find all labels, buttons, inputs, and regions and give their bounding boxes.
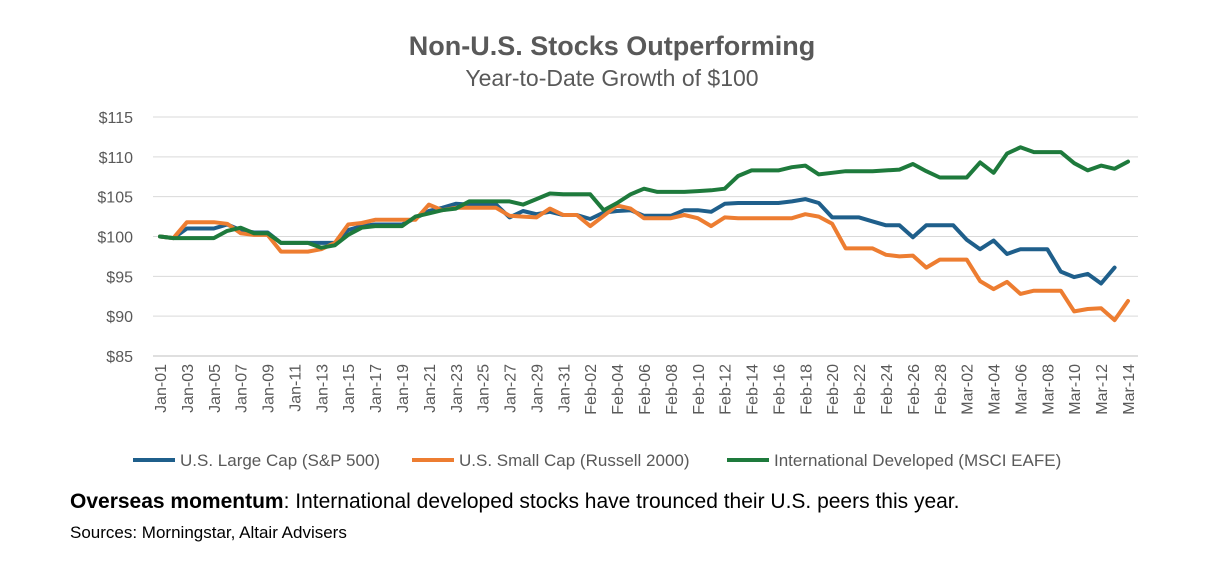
caption-bold: Overseas momentum bbox=[70, 490, 284, 513]
x-tick-label: Feb-10 bbox=[691, 364, 708, 415]
series-line-2 bbox=[158, 202, 1130, 323]
caption: Overseas momentum: International develop… bbox=[70, 490, 959, 514]
x-tick-label: Mar-08 bbox=[1040, 364, 1057, 415]
y-tick-label: $85 bbox=[106, 349, 133, 366]
chart: Non-U.S. Stocks Outperforming Year-to-Da… bbox=[97, 31, 1138, 470]
x-tick-label: Jan-19 bbox=[395, 364, 412, 413]
x-tick-label: Jan-25 bbox=[476, 364, 493, 413]
x-tick-label: Jan-29 bbox=[529, 364, 546, 413]
x-tick-label: Feb-28 bbox=[933, 364, 950, 415]
x-tick-label: Jan-03 bbox=[180, 364, 197, 413]
y-tick-label: $95 bbox=[106, 269, 133, 286]
x-tick-label: Jan-07 bbox=[234, 364, 251, 413]
chart-title: Non-U.S. Stocks Outperforming bbox=[409, 31, 816, 61]
x-tick-label: Feb-26 bbox=[906, 364, 923, 415]
x-tick-label: Mar-10 bbox=[1067, 364, 1084, 415]
y-tick-label: $115 bbox=[99, 110, 134, 127]
x-tick-label: Jan-11 bbox=[287, 364, 304, 412]
x-tick-label: Feb-22 bbox=[852, 364, 869, 415]
source-note: Sources: Morningstar, Altair Advisers bbox=[70, 523, 347, 542]
legend-label-2: U.S. Small Cap (Russell 2000) bbox=[459, 451, 690, 470]
x-tick-label: Jan-13 bbox=[314, 364, 331, 413]
x-tick-label: Mar-02 bbox=[960, 364, 977, 415]
x-tick-label: Feb-08 bbox=[664, 364, 681, 415]
y-axis: $85 $90 $95 $100 $105 $110 $115 bbox=[97, 110, 133, 366]
legend-label-1: U.S. Large Cap (S&P 500) bbox=[180, 451, 380, 470]
chart-subtitle: Year-to-Date Growth of $100 bbox=[465, 65, 758, 91]
y-tick-label: $105 bbox=[97, 190, 133, 207]
x-tick-label: Jan-01 bbox=[153, 364, 170, 413]
gridlines bbox=[153, 116, 1138, 357]
legend: U.S. Large Cap (S&P 500) U.S. Small Cap (… bbox=[133, 451, 1061, 470]
x-tick-label: Feb-02 bbox=[583, 364, 600, 415]
x-axis: Jan-01 Jan-03 Jan-05 Jan-07 Jan-09 Jan-11 Jan-… bbox=[153, 355, 1138, 415]
x-tick-label: Jan-05 bbox=[207, 364, 224, 413]
x-tick-label: Jan-17 bbox=[368, 364, 385, 413]
x-tick-label: Jan-21 bbox=[422, 364, 439, 413]
x-tick-label: Feb-04 bbox=[610, 364, 627, 415]
series-line-3 bbox=[158, 145, 1130, 250]
x-tick-label: Feb-18 bbox=[798, 364, 815, 415]
caption-text: : International developed stocks have tr… bbox=[283, 490, 960, 513]
x-tick-label: Feb-12 bbox=[718, 364, 735, 415]
y-tick-label: $110 bbox=[99, 150, 134, 167]
x-tick-label: Jan-15 bbox=[341, 364, 358, 413]
plot-area bbox=[158, 145, 1130, 323]
x-tick-label: Jan-23 bbox=[449, 364, 466, 413]
x-tick-label: Mar-04 bbox=[987, 364, 1004, 415]
x-tick-label: Jan-27 bbox=[503, 364, 520, 413]
x-tick-label: Mar-12 bbox=[1094, 364, 1111, 415]
y-tick-label: $100 bbox=[97, 230, 133, 247]
x-tick-label: Mar-06 bbox=[1013, 364, 1030, 415]
x-tick-label: Mar-14 bbox=[1121, 364, 1138, 415]
x-tick-label: Feb-06 bbox=[637, 364, 654, 415]
x-tick-label: Jan-09 bbox=[261, 364, 278, 413]
y-tick-label: $90 bbox=[106, 309, 133, 326]
x-tick-label: Feb-14 bbox=[745, 364, 762, 415]
x-tick-label: Jan-31 bbox=[556, 364, 573, 413]
legend-label-3: International Developed (MSCI EAFE) bbox=[774, 451, 1061, 470]
x-tick-label: Feb-20 bbox=[825, 364, 842, 415]
x-tick-label: Feb-16 bbox=[771, 364, 788, 415]
x-tick-label: Feb-24 bbox=[879, 364, 896, 415]
